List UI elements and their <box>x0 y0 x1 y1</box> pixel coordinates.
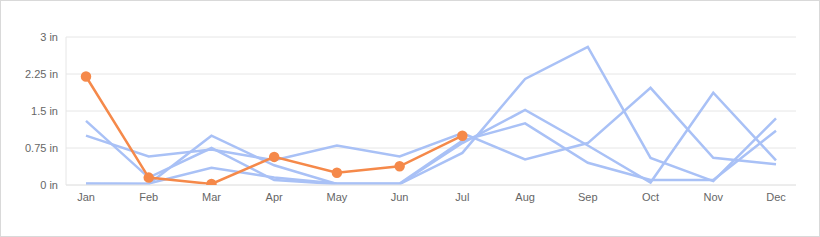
svg-text:Jun: Jun <box>391 191 409 203</box>
svg-text:0.75 in: 0.75 in <box>25 142 58 154</box>
svg-text:Apr: Apr <box>266 191 283 203</box>
svg-text:Feb: Feb <box>139 191 158 203</box>
svg-text:Nov: Nov <box>703 191 723 203</box>
svg-text:Dec: Dec <box>766 191 786 203</box>
svg-text:Oct: Oct <box>642 191 659 203</box>
svg-text:2.25 in: 2.25 in <box>25 68 58 80</box>
svg-text:0 in: 0 in <box>40 179 58 191</box>
svg-text:Mar: Mar <box>202 191 221 203</box>
svg-text:3 in: 3 in <box>40 31 58 43</box>
svg-text:Jul: Jul <box>455 191 469 203</box>
svg-text:Aug: Aug <box>515 191 535 203</box>
svg-text:May: May <box>327 191 348 203</box>
svg-text:Jan: Jan <box>77 191 95 203</box>
svg-text:1.5 in: 1.5 in <box>31 105 58 117</box>
svg-text:Sep: Sep <box>578 191 598 203</box>
